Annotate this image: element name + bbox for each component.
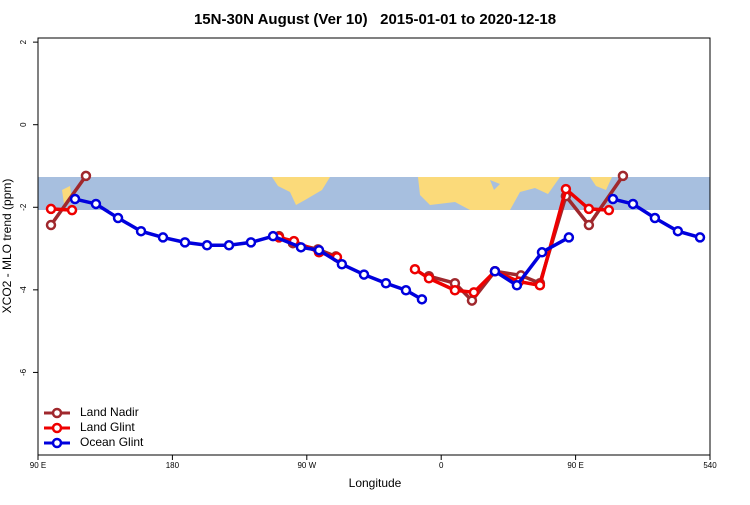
legend-label: Land Nadir	[80, 405, 139, 419]
x-tick-label: 180	[166, 461, 180, 470]
data-point	[400, 285, 412, 296]
y-tick-label: -4	[19, 286, 28, 294]
series-line	[413, 185, 610, 295]
x-tick-label: 90 W	[297, 461, 316, 470]
data-point	[135, 225, 147, 237]
data-point	[511, 280, 523, 291]
data-point	[245, 237, 257, 248]
data-point	[179, 237, 191, 248]
x-tick-label: 90 E	[567, 461, 583, 470]
data-point	[536, 247, 548, 258]
data-point	[69, 193, 81, 205]
legend-marker	[51, 407, 63, 419]
data-point	[423, 273, 435, 284]
data-point	[583, 203, 595, 215]
data-point	[90, 198, 102, 210]
x-tick-label: 0	[439, 461, 444, 470]
y-tick-label: -2	[19, 203, 28, 211]
data-point	[583, 219, 595, 231]
data-point	[112, 212, 124, 224]
plot-frame	[37, 37, 711, 456]
data-point	[358, 269, 370, 280]
data-point	[157, 232, 169, 243]
x-axis-label: Longitude	[349, 476, 402, 490]
data-point	[267, 230, 279, 242]
data-point	[649, 212, 661, 224]
data-point	[45, 219, 57, 231]
y-tick-label: 0	[19, 122, 28, 127]
data-point	[627, 198, 639, 210]
legend-label: Ocean Glint	[80, 435, 144, 449]
data-point	[466, 295, 478, 306]
data-point	[468, 287, 480, 298]
series-line	[74, 197, 423, 301]
data-point	[45, 203, 57, 215]
data-point	[409, 263, 421, 275]
data-point	[80, 170, 92, 182]
data-point	[223, 240, 235, 251]
data-point	[603, 204, 615, 216]
data-point	[534, 280, 546, 291]
data-point	[449, 285, 461, 296]
data-point	[416, 294, 428, 305]
data-point	[201, 240, 213, 251]
data-point	[336, 259, 348, 270]
legend-marker	[51, 422, 63, 434]
series-line	[49, 174, 88, 227]
data-point	[295, 242, 307, 253]
data-point	[672, 225, 684, 237]
y-tick-label: 2	[19, 39, 28, 44]
data-point	[380, 277, 392, 289]
y-axis-label: XCO2 - MLO trend (ppm)	[0, 179, 14, 314]
data-point	[617, 170, 629, 182]
data-point	[313, 244, 325, 256]
data-point	[489, 266, 501, 277]
chart-title: 15N-30N August (Ver 10) 2015-01-01 to 20…	[194, 11, 556, 28]
legend-label: Land Glint	[80, 420, 135, 434]
data-point	[563, 232, 575, 243]
series-line	[494, 235, 570, 288]
data-point	[66, 204, 78, 216]
data-point	[560, 183, 572, 195]
y-tick-label: -6	[19, 368, 28, 376]
x-tick-label: 90 E	[30, 461, 46, 470]
data-point	[694, 232, 706, 243]
map-band	[38, 177, 710, 210]
data-point	[607, 193, 619, 205]
x-tick-label: 540	[703, 461, 717, 470]
legend-marker	[51, 437, 63, 449]
